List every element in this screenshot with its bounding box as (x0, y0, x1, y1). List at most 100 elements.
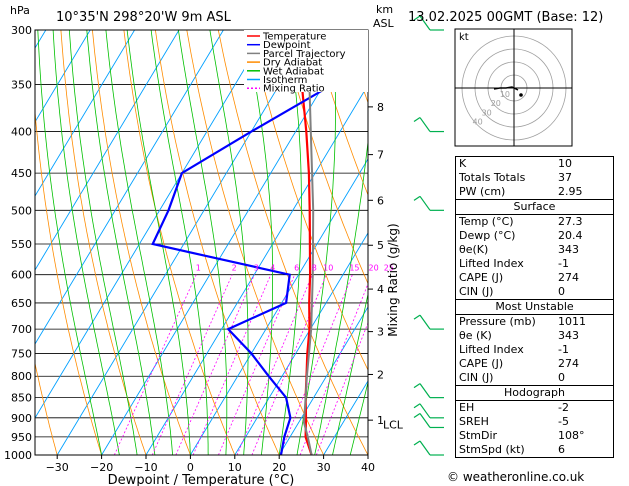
dry-adiabat-line (35, 361, 58, 455)
wind-barb-flag (413, 15, 421, 21)
hodograph-ring-label: 30 (482, 108, 492, 117)
hodograph-index-label: StmSpd (kt) (459, 443, 525, 456)
height-km-label: 6 (377, 194, 384, 207)
wind-barb-staff (419, 117, 431, 132)
hodograph-index-label: EH (459, 401, 475, 414)
wet-adiabat-line (278, 30, 302, 455)
most-unstable-index-value: 0 (558, 371, 565, 384)
pressure-tick-label: 400 (11, 126, 32, 139)
legend-entry: Isotherm (263, 75, 307, 86)
wind-barb-staff (419, 195, 431, 211)
dry-adiabat-line (35, 108, 102, 455)
surface-index-row: Dewp (°C) 20.4 (456, 229, 613, 243)
storm-motion-marker (519, 93, 523, 97)
hodograph-index-row: EH -2 (456, 401, 613, 415)
wind-barbs (413, 15, 444, 456)
height-km-label: 1 (377, 414, 384, 427)
isotherm-line (145, 84, 368, 455)
height-km-label: 4 (377, 283, 384, 296)
surface-index-row: CIN (J) 0 (456, 285, 613, 299)
most-unstable-index-label: Lifted Index (459, 343, 524, 356)
pressure-tick-label: 600 (11, 269, 32, 282)
pressure-tick-label: 350 (11, 78, 32, 91)
general-index-label: PW (cm) (459, 185, 506, 198)
temperature-tick-label: 20 (272, 461, 286, 474)
wind-barb-flag (413, 314, 421, 320)
most-unstable-index-row: Pressure (mb) 1011 (456, 315, 613, 329)
pressure-tick-label: 450 (11, 167, 32, 180)
height-km-label: 8 (377, 101, 384, 114)
surface-index-label: Temp (°C) (459, 215, 514, 228)
legend-entry: Temperature (262, 32, 326, 43)
mixing-ratio-label: 20 (369, 264, 379, 273)
mixing-ratio-line (299, 282, 368, 455)
general-indices-box: K 10 Totals Totals 37 PW (cm) 2.95 (455, 156, 614, 200)
pressure-tick-label: 1000 (4, 449, 32, 462)
pressure-tick-label: 850 (11, 392, 32, 405)
most-unstable-index-value: 343 (558, 329, 579, 342)
isotherm-line (323, 380, 368, 455)
wet-adiabat-line (86, 30, 156, 455)
temperature-tick-label: −30 (46, 461, 69, 474)
surface-index-row: θe(K) 343 (456, 243, 613, 257)
wind-barb-flag (413, 383, 421, 389)
wind-barb-flag (413, 440, 421, 446)
isotherm-line (35, 30, 135, 197)
skew-t-series (151, 30, 336, 455)
hodograph-unit-label: kt (459, 32, 469, 43)
mixing-ratio-line (236, 274, 313, 455)
skew-t-background-lines (0, 30, 368, 455)
hodograph-index-label: SREH (459, 415, 489, 428)
surface-index-value: 274 (558, 271, 579, 284)
most-unstable-index-row: CIN (J) 0 (456, 371, 613, 385)
most-unstable-index-value: -1 (558, 343, 569, 356)
surface-index-row: CAPE (J) 274 (456, 271, 613, 285)
mixing-ratio-line (175, 274, 255, 455)
pressure-tick-label: 500 (11, 204, 32, 217)
wet-adiabat-line (246, 30, 274, 455)
wet-adiabat-line (332, 292, 368, 455)
most-unstable-index-row: Lifted Index -1 (456, 343, 613, 357)
surface-index-value: 20.4 (558, 229, 583, 242)
most-unstable-index-label: Pressure (mb) (459, 315, 536, 328)
hodograph-index-value: 6 (558, 443, 565, 456)
wind-barb-staff (419, 440, 431, 456)
temperature-tick-label: 0 (187, 461, 194, 474)
lcl-label: LCL (383, 418, 404, 431)
isotherm-line (0, 30, 1, 455)
mixing-ratio-label: 10 (323, 264, 333, 273)
wet-adiabat-line (126, 30, 191, 455)
dry-adiabat-line (155, 30, 280, 455)
wind-barb-staff (419, 15, 431, 31)
surface-index-label: Dewp (°C) (459, 229, 516, 242)
wind-barb-flag (413, 412, 421, 418)
footer-credit: © weatheronline.co.uk (447, 470, 585, 484)
general-index-row: PW (cm) 2.95 (456, 185, 613, 199)
wind-barb-staff (419, 314, 431, 330)
hodograph-index-label: StmDir (459, 429, 498, 442)
general-index-label: K (459, 157, 467, 170)
pressure-tick-label: 800 (11, 370, 32, 383)
temperature-tick-label: 40 (361, 461, 375, 474)
dry-adiabat-line (249, 30, 368, 371)
most-unstable-index-row: CAPE (J) 274 (456, 357, 613, 371)
dry-adiabat-line (280, 30, 368, 285)
isotherm-line (35, 30, 269, 419)
hodograph-index-value: -5 (558, 415, 569, 428)
legend-entry: Dry Adiabat (263, 58, 322, 69)
surface-box: Surface Temp (°C) 27.3 Dewp (°C) 20.4 θe(K) 3… (455, 200, 614, 300)
surface-index-value: 27.3 (558, 215, 583, 228)
isotherm-line (278, 306, 368, 455)
temperature-tick-label: 30 (317, 461, 331, 474)
general-index-row: Totals Totals 37 (456, 171, 613, 185)
most-unstable-box: Most Unstable Pressure (mb) 1011 θe (K) 343… (455, 300, 614, 386)
most-unstable-index-row: θe (K) 343 (456, 329, 613, 343)
surface-index-label: CAPE (J) (459, 271, 504, 284)
pressure-tick-label: 900 (11, 412, 32, 425)
most-unstable-index-label: CAPE (J) (459, 357, 504, 370)
surface-index-label: θe(K) (459, 243, 489, 256)
mixing-ratio-label: 6 (294, 264, 299, 273)
hodograph-index-row: StmDir 108° (456, 429, 613, 443)
most-unstable-index-label: θe (K) (459, 329, 492, 342)
